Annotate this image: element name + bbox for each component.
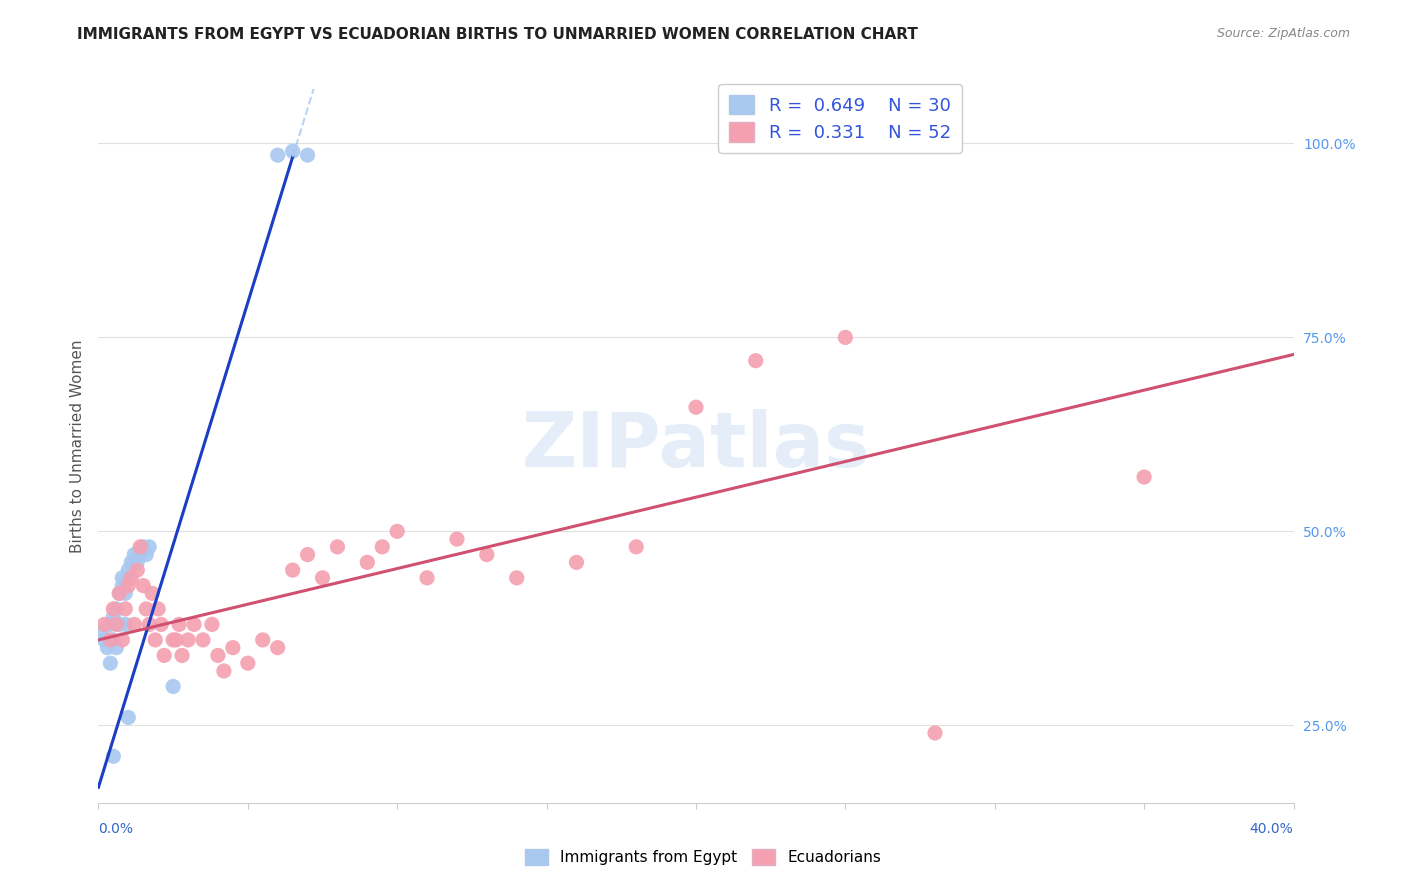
Point bbox=[108, 617, 131, 632]
Point bbox=[124, 548, 146, 562]
Point bbox=[201, 617, 224, 632]
Point bbox=[924, 726, 946, 740]
Point bbox=[117, 710, 139, 724]
Point bbox=[103, 602, 125, 616]
Point bbox=[416, 571, 439, 585]
Point bbox=[114, 602, 136, 616]
Point bbox=[167, 617, 190, 632]
Text: IMMIGRANTS FROM EGYPT VS ECUADORIAN BIRTHS TO UNMARRIED WOMEN CORRELATION CHART: IMMIGRANTS FROM EGYPT VS ECUADORIAN BIRT… bbox=[77, 27, 918, 42]
Point bbox=[446, 532, 468, 546]
Point bbox=[148, 602, 170, 616]
Point bbox=[111, 632, 134, 647]
Point bbox=[222, 640, 245, 655]
Point bbox=[138, 540, 160, 554]
Point bbox=[311, 571, 333, 585]
Point bbox=[108, 586, 131, 600]
Point bbox=[183, 617, 205, 632]
Point bbox=[141, 586, 163, 600]
Point bbox=[143, 632, 166, 647]
Point bbox=[267, 640, 290, 655]
Point bbox=[267, 148, 290, 162]
Point bbox=[90, 625, 112, 640]
Point bbox=[127, 555, 149, 569]
Point bbox=[111, 579, 134, 593]
Point bbox=[150, 617, 173, 632]
Point bbox=[165, 632, 187, 647]
Point bbox=[236, 656, 259, 670]
Point bbox=[153, 648, 176, 663]
Point bbox=[162, 680, 184, 694]
Point bbox=[371, 540, 394, 554]
Point bbox=[117, 571, 139, 585]
Point bbox=[212, 664, 235, 678]
Point bbox=[117, 579, 139, 593]
Legend: Immigrants from Egypt, Ecuadorians: Immigrants from Egypt, Ecuadorians bbox=[519, 843, 887, 871]
Point bbox=[105, 640, 128, 655]
Point bbox=[135, 602, 157, 616]
Point bbox=[135, 548, 157, 562]
Point bbox=[281, 563, 304, 577]
Point bbox=[297, 548, 319, 562]
Point bbox=[98, 656, 122, 670]
Point bbox=[108, 586, 131, 600]
Point bbox=[120, 555, 142, 569]
Point bbox=[132, 579, 155, 593]
Point bbox=[207, 648, 229, 663]
Point bbox=[138, 617, 160, 632]
Point bbox=[281, 145, 304, 159]
Point bbox=[162, 632, 184, 647]
Point bbox=[93, 617, 115, 632]
Point bbox=[506, 571, 529, 585]
Point bbox=[132, 540, 155, 554]
Point bbox=[475, 548, 498, 562]
Point bbox=[297, 148, 319, 162]
Point bbox=[105, 602, 128, 616]
Point bbox=[120, 571, 142, 585]
Point bbox=[1133, 470, 1156, 484]
Point bbox=[177, 632, 200, 647]
Point bbox=[745, 353, 768, 368]
Point bbox=[98, 632, 122, 647]
Point bbox=[103, 609, 125, 624]
Point bbox=[114, 617, 136, 632]
Point bbox=[103, 632, 125, 647]
Point bbox=[96, 640, 118, 655]
Legend: R =  0.649    N = 30, R =  0.331    N = 52: R = 0.649 N = 30, R = 0.331 N = 52 bbox=[718, 84, 962, 153]
Point bbox=[103, 749, 125, 764]
Point bbox=[93, 632, 115, 647]
Point bbox=[129, 548, 152, 562]
Point bbox=[252, 632, 274, 647]
Text: 40.0%: 40.0% bbox=[1250, 822, 1294, 836]
Point bbox=[114, 586, 136, 600]
Point bbox=[98, 617, 122, 632]
Point bbox=[685, 401, 707, 415]
Point bbox=[356, 555, 378, 569]
Point bbox=[124, 617, 146, 632]
Text: ZIPatlas: ZIPatlas bbox=[522, 409, 870, 483]
Point bbox=[127, 563, 149, 577]
Text: Source: ZipAtlas.com: Source: ZipAtlas.com bbox=[1216, 27, 1350, 40]
Point bbox=[129, 540, 152, 554]
Point bbox=[834, 330, 856, 344]
Text: 0.0%: 0.0% bbox=[98, 822, 134, 836]
Point bbox=[626, 540, 648, 554]
Point bbox=[385, 524, 409, 539]
Point bbox=[191, 632, 214, 647]
Y-axis label: Births to Unmarried Women: Births to Unmarried Women bbox=[69, 339, 84, 553]
Point bbox=[565, 555, 588, 569]
Point bbox=[111, 571, 134, 585]
Point bbox=[105, 617, 128, 632]
Point bbox=[172, 648, 194, 663]
Point bbox=[326, 540, 349, 554]
Point bbox=[117, 563, 139, 577]
